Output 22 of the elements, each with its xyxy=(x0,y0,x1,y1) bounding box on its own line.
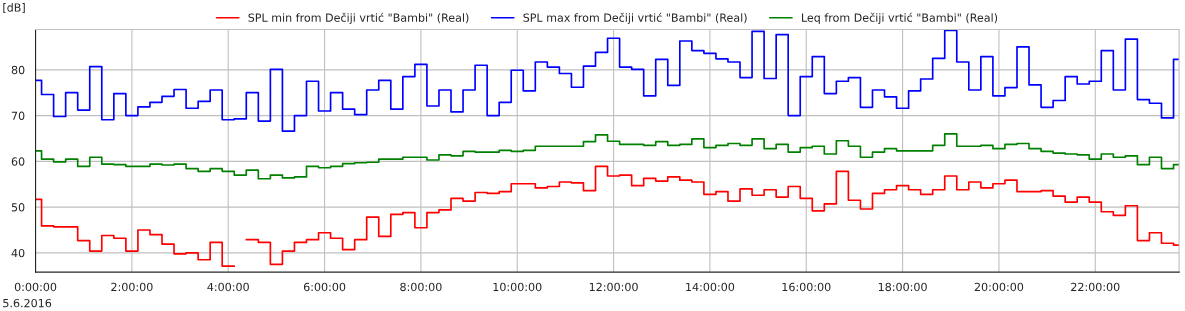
x-tick-label: 22:00:00 xyxy=(1071,282,1120,292)
x-tick-label: 6:00:00 xyxy=(303,282,346,292)
x-tick-label: 2:00:00 xyxy=(111,282,153,292)
x-tick-label: 10:00:00 xyxy=(493,282,542,292)
legend-label: Leq from Dečiji vrtić "Bambi" (Real) xyxy=(802,12,998,24)
x-tick-label: 20:00:00 xyxy=(974,282,1024,292)
x-tick-label: 16:00:00 xyxy=(782,282,831,292)
text: 5.6.2016 xyxy=(3,298,52,308)
y-tick-label: 70 xyxy=(11,111,25,120)
y-tick-label: 60 xyxy=(11,157,25,166)
legend-label: SPL min from Dečiji vrtić "Bambi" (Real) xyxy=(248,12,469,24)
y-tick-label: 40 xyxy=(11,248,25,258)
x-tick-label: 0:00:00 xyxy=(14,282,57,292)
legend-label: SPL max from Dečiji vrtić "Bambi" (Real) xyxy=(523,12,747,24)
x-tick-label: 12:00:00 xyxy=(589,282,638,292)
y-tick-label: 80 xyxy=(11,65,25,75)
x-tick-label: 14:00:00 xyxy=(686,282,735,292)
x-tick-label: 4:00:00 xyxy=(207,282,249,292)
y-axis-title: [dB] xyxy=(3,3,25,14)
x-tick-label: 8:00:00 xyxy=(400,282,442,292)
x-tick-label: 18:00:00 xyxy=(878,282,927,292)
y-tick-label: 50 xyxy=(11,203,25,212)
